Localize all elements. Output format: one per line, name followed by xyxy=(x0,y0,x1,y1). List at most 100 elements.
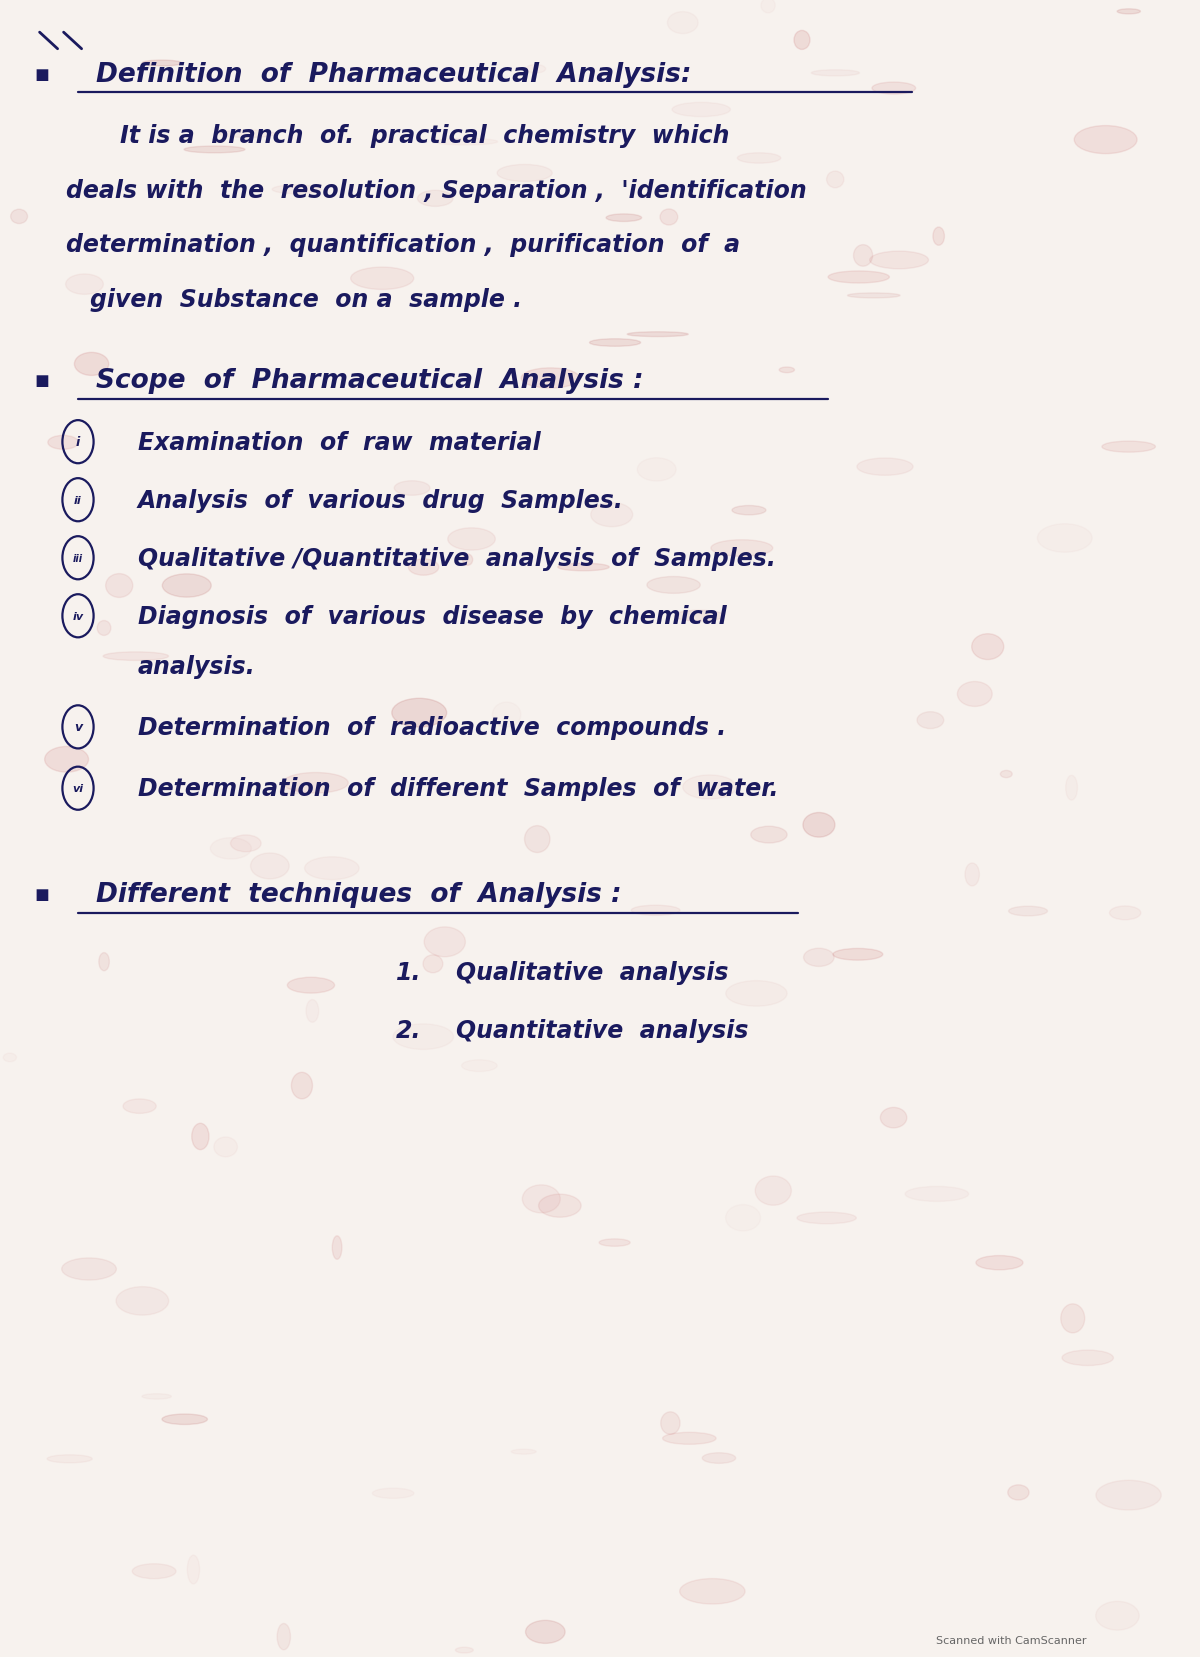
Ellipse shape xyxy=(660,210,678,225)
Ellipse shape xyxy=(679,1579,745,1604)
Ellipse shape xyxy=(1102,442,1156,452)
Ellipse shape xyxy=(589,340,641,346)
Ellipse shape xyxy=(350,268,414,290)
Ellipse shape xyxy=(132,1564,176,1579)
Ellipse shape xyxy=(737,154,781,164)
Ellipse shape xyxy=(726,981,787,1006)
Ellipse shape xyxy=(1061,1304,1085,1332)
Ellipse shape xyxy=(1062,1350,1114,1365)
Ellipse shape xyxy=(230,835,262,852)
Ellipse shape xyxy=(833,949,883,961)
Ellipse shape xyxy=(672,103,731,118)
Ellipse shape xyxy=(187,1556,199,1584)
Ellipse shape xyxy=(881,1109,907,1128)
Ellipse shape xyxy=(811,71,859,76)
Ellipse shape xyxy=(976,1256,1022,1269)
Ellipse shape xyxy=(280,789,302,795)
Ellipse shape xyxy=(702,1453,736,1463)
Ellipse shape xyxy=(424,928,466,958)
Ellipse shape xyxy=(103,653,168,661)
Text: vi: vi xyxy=(72,784,84,794)
Ellipse shape xyxy=(662,1432,716,1445)
Ellipse shape xyxy=(124,1099,156,1114)
Ellipse shape xyxy=(305,857,359,880)
Ellipse shape xyxy=(631,906,680,916)
Text: Analysis  of  various  drug  Samples.: Analysis of various drug Samples. xyxy=(138,489,624,512)
Ellipse shape xyxy=(251,853,289,880)
Ellipse shape xyxy=(1008,906,1048,916)
Ellipse shape xyxy=(797,1213,857,1225)
Ellipse shape xyxy=(142,61,181,66)
Ellipse shape xyxy=(606,215,642,222)
Ellipse shape xyxy=(116,1287,169,1316)
Ellipse shape xyxy=(661,1412,680,1435)
Ellipse shape xyxy=(392,1024,454,1051)
Text: determination ,  quantification ,  purification  of  a: determination , quantification , purific… xyxy=(66,234,740,257)
Ellipse shape xyxy=(794,31,810,50)
Ellipse shape xyxy=(524,827,550,853)
Ellipse shape xyxy=(220,131,276,139)
Ellipse shape xyxy=(142,1394,172,1399)
Ellipse shape xyxy=(97,621,110,636)
Ellipse shape xyxy=(418,191,454,207)
Ellipse shape xyxy=(683,775,737,800)
Ellipse shape xyxy=(558,563,610,572)
Ellipse shape xyxy=(526,1621,565,1644)
Text: Determination  of  different  Samples  of  water.: Determination of different Samples of wa… xyxy=(138,777,779,800)
Ellipse shape xyxy=(106,575,133,598)
Ellipse shape xyxy=(958,683,992,708)
Ellipse shape xyxy=(11,210,28,224)
Ellipse shape xyxy=(827,172,844,189)
Ellipse shape xyxy=(647,577,701,593)
Text: Scope  of  Pharmaceutical  Analysis :: Scope of Pharmaceutical Analysis : xyxy=(96,368,643,394)
Ellipse shape xyxy=(1001,771,1012,779)
Ellipse shape xyxy=(162,575,211,598)
Ellipse shape xyxy=(628,333,688,338)
Text: iii: iii xyxy=(73,553,83,563)
Text: Quantitative  analysis: Quantitative analysis xyxy=(456,1019,749,1042)
Ellipse shape xyxy=(803,814,835,837)
Ellipse shape xyxy=(751,827,787,843)
Ellipse shape xyxy=(599,1239,630,1246)
Ellipse shape xyxy=(917,713,943,729)
Text: Qualitative  analysis: Qualitative analysis xyxy=(456,961,728,984)
Ellipse shape xyxy=(448,529,496,550)
Ellipse shape xyxy=(283,774,348,794)
Ellipse shape xyxy=(857,459,913,476)
Ellipse shape xyxy=(277,1624,290,1650)
Ellipse shape xyxy=(497,166,552,182)
Ellipse shape xyxy=(424,954,443,973)
Text: Diagnosis  of  various  disease  by  chemical: Diagnosis of various disease by chemical xyxy=(138,605,727,628)
Ellipse shape xyxy=(48,436,78,451)
Ellipse shape xyxy=(47,1455,92,1463)
Ellipse shape xyxy=(674,611,725,621)
Ellipse shape xyxy=(210,838,251,860)
Ellipse shape xyxy=(526,66,546,75)
Ellipse shape xyxy=(1117,10,1140,15)
Ellipse shape xyxy=(98,953,109,971)
Text: ◼: ◼ xyxy=(35,373,49,389)
Text: Qualitative /Quantitative  analysis  of  Samples.: Qualitative /Quantitative analysis of Sa… xyxy=(138,547,776,570)
Text: ii: ii xyxy=(74,495,82,505)
Ellipse shape xyxy=(162,1413,208,1425)
Text: 1.: 1. xyxy=(396,961,421,984)
Ellipse shape xyxy=(272,186,322,194)
Ellipse shape xyxy=(1096,1480,1162,1510)
Ellipse shape xyxy=(972,635,1003,659)
Ellipse shape xyxy=(932,229,944,247)
Text: Determination  of  radioactive  compounds .: Determination of radioactive compounds . xyxy=(138,716,726,739)
Ellipse shape xyxy=(667,13,698,35)
Ellipse shape xyxy=(847,293,900,298)
Text: Scanned with CamScanner: Scanned with CamScanner xyxy=(936,1635,1086,1645)
Ellipse shape xyxy=(965,863,979,886)
Ellipse shape xyxy=(853,245,872,267)
Text: v: v xyxy=(74,721,82,734)
Ellipse shape xyxy=(755,1176,791,1206)
Text: iv: iv xyxy=(72,611,84,621)
Ellipse shape xyxy=(1110,906,1141,920)
Ellipse shape xyxy=(710,540,773,557)
Ellipse shape xyxy=(828,272,889,283)
Text: 2.: 2. xyxy=(396,1019,421,1042)
Ellipse shape xyxy=(287,978,335,994)
Ellipse shape xyxy=(408,560,439,577)
